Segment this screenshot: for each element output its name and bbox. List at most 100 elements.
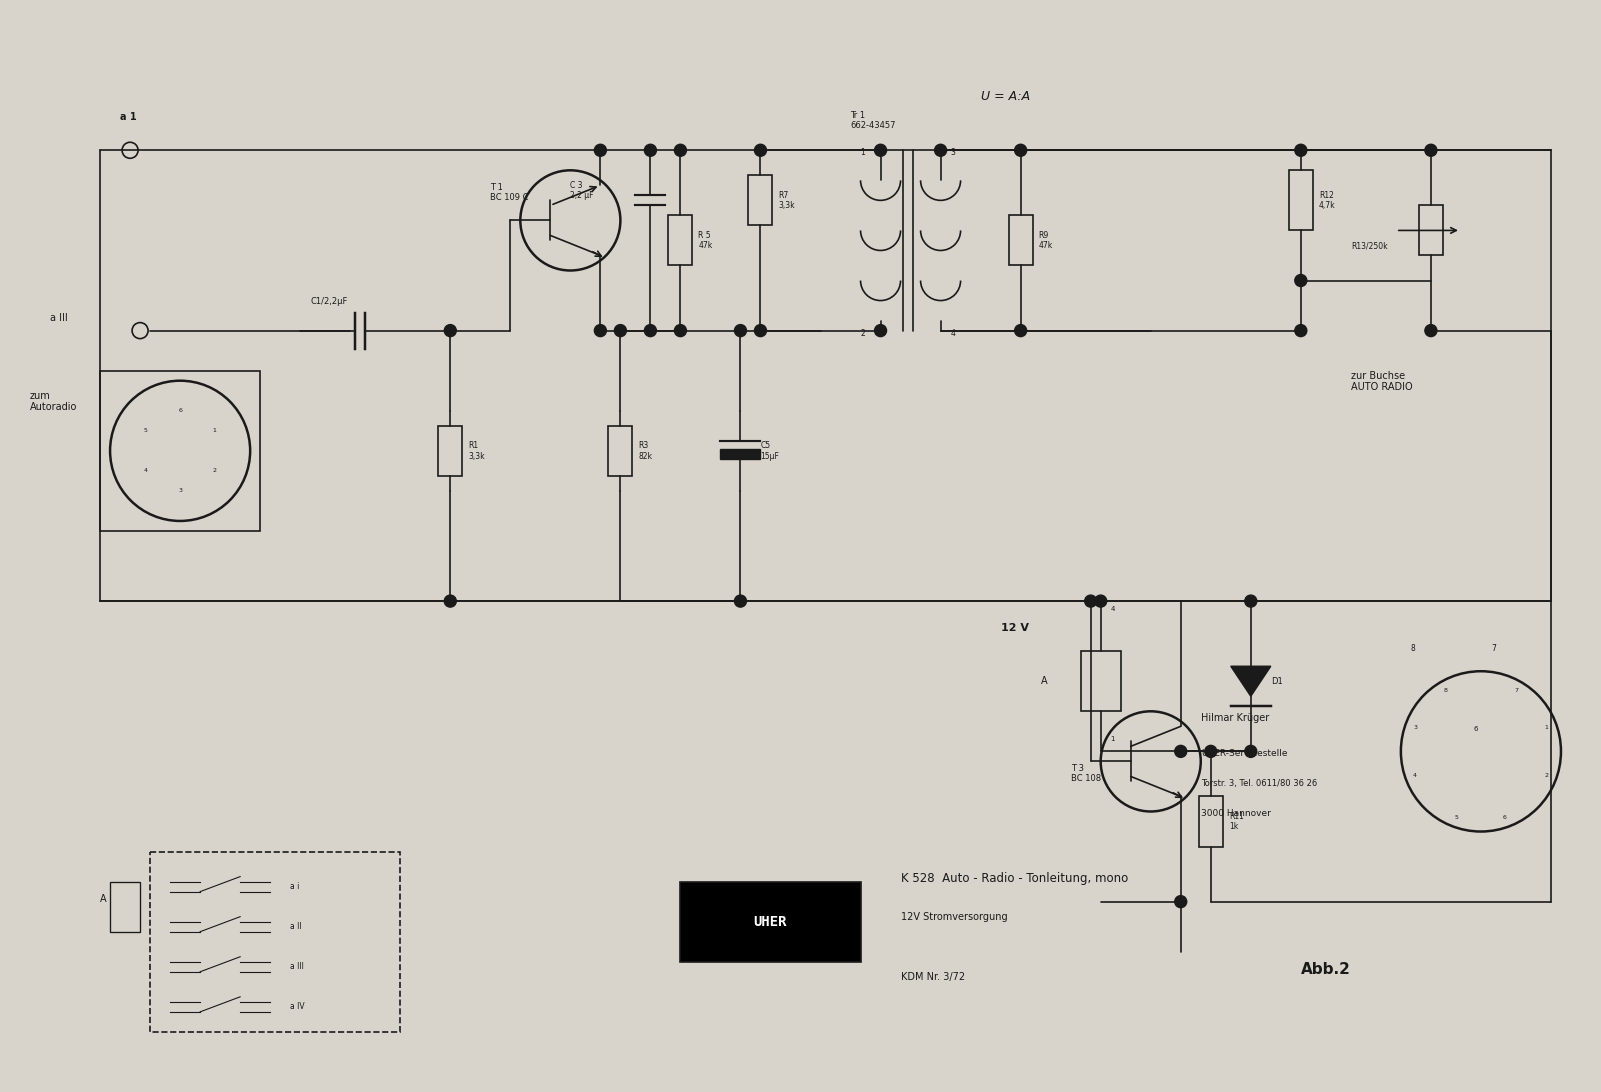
Circle shape xyxy=(874,144,887,156)
Circle shape xyxy=(594,324,607,336)
Bar xyxy=(439,426,463,476)
Bar xyxy=(749,176,773,225)
Text: a 1: a 1 xyxy=(120,112,136,122)
Bar xyxy=(680,881,861,962)
Text: T 1
BC 109 C: T 1 BC 109 C xyxy=(490,183,528,202)
Text: 12 V: 12 V xyxy=(1001,624,1028,633)
Text: 7: 7 xyxy=(1515,688,1518,693)
Circle shape xyxy=(1425,144,1438,156)
Text: a III: a III xyxy=(290,962,304,971)
Circle shape xyxy=(1175,895,1186,907)
Text: KDM Nr. 3/72: KDM Nr. 3/72 xyxy=(900,972,965,982)
Text: 4: 4 xyxy=(1414,773,1417,778)
Text: 1: 1 xyxy=(1545,725,1548,729)
Circle shape xyxy=(645,144,656,156)
Text: 4: 4 xyxy=(144,468,147,473)
Circle shape xyxy=(594,144,607,156)
Text: 3: 3 xyxy=(178,488,183,494)
Text: Tr 1
662-43457: Tr 1 662-43457 xyxy=(850,111,897,130)
Text: R 5
47k: R 5 47k xyxy=(698,230,712,250)
Text: 8: 8 xyxy=(1410,644,1415,653)
Circle shape xyxy=(1015,144,1026,156)
Text: 5: 5 xyxy=(144,428,147,434)
Bar xyxy=(110,881,141,931)
Text: 1: 1 xyxy=(861,149,865,157)
Text: 4: 4 xyxy=(951,329,956,337)
Circle shape xyxy=(445,324,456,336)
Text: 2: 2 xyxy=(213,468,216,473)
Text: R11
1k: R11 1k xyxy=(1230,811,1244,831)
Circle shape xyxy=(1084,595,1097,607)
Bar xyxy=(1289,170,1313,230)
Text: R13/250k: R13/250k xyxy=(1351,241,1388,250)
Text: Torstr. 3, Tel. 0611/80 36 26: Torstr. 3, Tel. 0611/80 36 26 xyxy=(1201,780,1318,788)
Text: D1: D1 xyxy=(1271,677,1282,686)
Text: 8: 8 xyxy=(1444,688,1447,693)
Text: 12V Stromversorgung: 12V Stromversorgung xyxy=(900,912,1007,922)
Circle shape xyxy=(1015,324,1026,336)
Text: a III: a III xyxy=(50,312,67,322)
Circle shape xyxy=(754,144,767,156)
Text: 1: 1 xyxy=(213,428,216,434)
Bar xyxy=(99,370,259,531)
Bar xyxy=(1009,215,1033,265)
Text: R7
3,3k: R7 3,3k xyxy=(778,191,796,210)
Circle shape xyxy=(874,324,887,336)
Text: A: A xyxy=(99,893,107,904)
Text: 1: 1 xyxy=(1111,736,1116,743)
Bar xyxy=(1418,205,1443,256)
Circle shape xyxy=(645,324,656,336)
Circle shape xyxy=(1204,746,1217,758)
Circle shape xyxy=(1295,324,1306,336)
Bar xyxy=(720,449,760,459)
Circle shape xyxy=(754,324,767,336)
Bar xyxy=(1081,651,1121,711)
Text: A: A xyxy=(1041,676,1047,686)
Text: a IV: a IV xyxy=(290,1002,304,1011)
Text: zum
Autoradio: zum Autoradio xyxy=(30,391,77,413)
Text: 2: 2 xyxy=(861,329,865,337)
Text: C1/2,2μF: C1/2,2μF xyxy=(311,297,347,306)
Text: 3: 3 xyxy=(951,149,956,157)
Circle shape xyxy=(674,144,687,156)
Circle shape xyxy=(615,324,626,336)
Circle shape xyxy=(735,324,746,336)
Circle shape xyxy=(1246,746,1257,758)
Text: 2: 2 xyxy=(1545,773,1548,778)
Circle shape xyxy=(445,595,456,607)
Circle shape xyxy=(1295,144,1306,156)
Bar xyxy=(608,426,632,476)
Circle shape xyxy=(1246,595,1257,607)
Circle shape xyxy=(935,144,946,156)
Circle shape xyxy=(1095,595,1106,607)
Circle shape xyxy=(1425,324,1438,336)
Text: 5: 5 xyxy=(1455,815,1459,820)
Text: 7: 7 xyxy=(1491,644,1495,653)
Bar xyxy=(669,215,693,265)
Text: 6: 6 xyxy=(1473,726,1478,733)
Polygon shape xyxy=(1231,666,1271,697)
Text: a i: a i xyxy=(290,882,299,891)
Circle shape xyxy=(1295,274,1306,286)
Bar xyxy=(1199,796,1223,846)
Text: R12
4,7k: R12 4,7k xyxy=(1319,191,1335,210)
Text: C 3
2,2 μF: C 3 2,2 μF xyxy=(570,180,594,200)
Text: C5
15μF: C5 15μF xyxy=(760,441,780,461)
Text: UHER-Servicestelle: UHER-Servicestelle xyxy=(1201,749,1287,758)
Circle shape xyxy=(735,595,746,607)
Text: R3
82k: R3 82k xyxy=(639,441,652,461)
Text: 6: 6 xyxy=(178,408,183,413)
Circle shape xyxy=(1175,746,1186,758)
Bar xyxy=(150,852,400,1032)
Circle shape xyxy=(674,324,687,336)
Text: Hilmar Krüger: Hilmar Krüger xyxy=(1201,713,1270,723)
Text: zur Buchse
AUTO RADIO: zur Buchse AUTO RADIO xyxy=(1351,370,1412,392)
Text: 6: 6 xyxy=(1503,815,1507,820)
Text: 3000 Hannover: 3000 Hannover xyxy=(1201,809,1271,819)
Text: a II: a II xyxy=(290,923,303,931)
Text: K 528  Auto - Radio - Tonleitung, mono: K 528 Auto - Radio - Tonleitung, mono xyxy=(900,871,1127,885)
Text: R1
3,3k: R1 3,3k xyxy=(467,441,485,461)
Text: R9
47k: R9 47k xyxy=(1039,230,1053,250)
Text: 4: 4 xyxy=(1111,606,1114,613)
Text: T 3
BC 108: T 3 BC 108 xyxy=(1071,764,1101,783)
